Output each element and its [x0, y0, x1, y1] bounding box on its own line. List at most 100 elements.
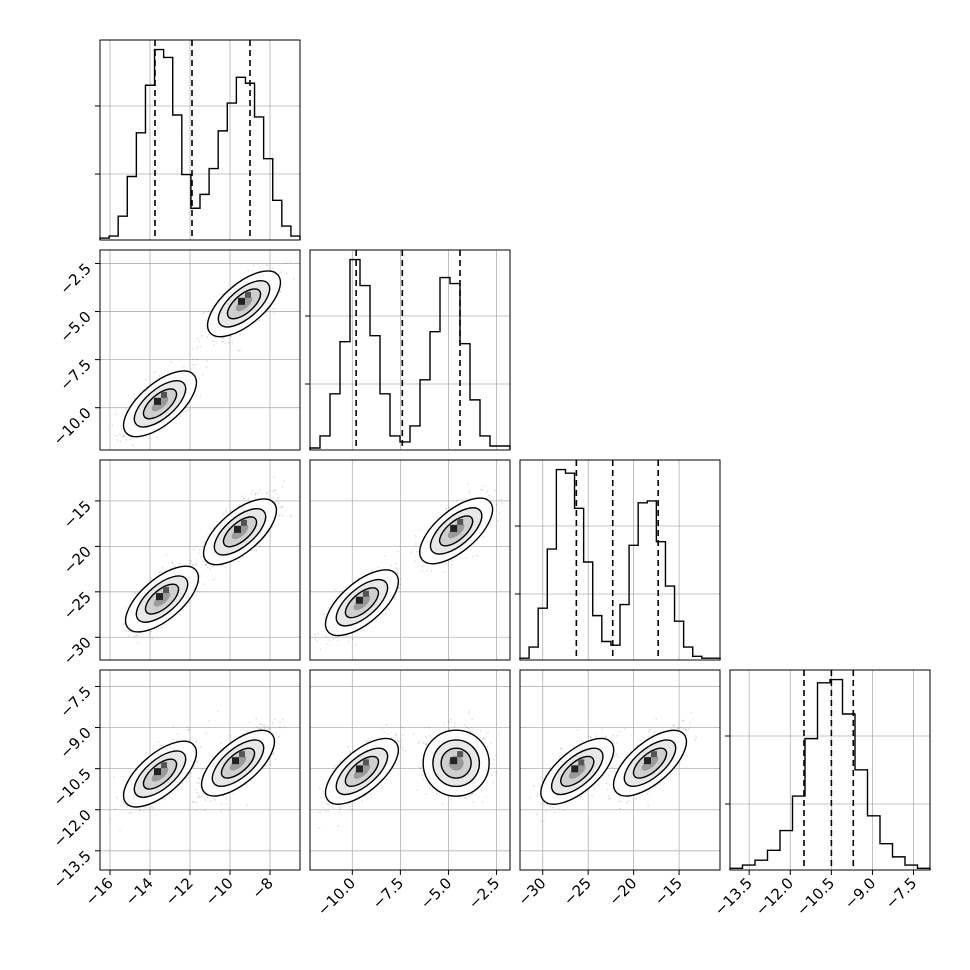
sample-point [149, 634, 151, 636]
sample-point [230, 335, 232, 338]
sample-point [355, 644, 357, 646]
sample-point [171, 562, 174, 564]
sample-point [293, 277, 295, 280]
sample-point [232, 283, 235, 285]
sample-point [160, 627, 163, 629]
sample-point [499, 498, 502, 501]
sample-point [120, 429, 123, 431]
sample-point [273, 303, 276, 306]
axes-frame [519, 459, 721, 661]
sample-point [155, 436, 158, 439]
sample-point [199, 345, 202, 348]
sample-point [153, 371, 156, 374]
sample-point [486, 490, 489, 493]
sample-point [266, 311, 269, 314]
sample-point [252, 264, 255, 267]
density-cell [362, 590, 369, 597]
sample-point [258, 319, 260, 322]
sample-point [344, 586, 347, 589]
sample-point [190, 560, 192, 562]
scatter-panel-1-2 [309, 459, 511, 661]
sample-point [182, 609, 184, 612]
axes-frame [309, 249, 511, 451]
sample-point [119, 440, 122, 443]
sample-point [207, 533, 210, 536]
hist-panel-1 [305, 249, 511, 451]
sample-point [253, 496, 256, 499]
sample-point [192, 563, 195, 566]
density-cell [241, 519, 247, 526]
histogram-step [309, 258, 511, 450]
sample-point [222, 513, 225, 516]
sample-point [266, 491, 269, 494]
sample-point [136, 633, 139, 636]
sample-point [394, 596, 396, 599]
sample-point [172, 617, 175, 619]
panel-content [310, 460, 510, 660]
density-peak [238, 297, 245, 305]
sample-point [273, 489, 276, 492]
sample-point [501, 501, 504, 504]
sample-point [272, 307, 275, 310]
sample-point [324, 635, 327, 637]
sample-point [347, 640, 350, 643]
sample-point [317, 633, 319, 635]
sample-point [203, 540, 206, 543]
sample-point [192, 568, 195, 570]
sample-point [161, 566, 164, 569]
sample-point [281, 485, 284, 488]
sample-point [206, 563, 208, 565]
sample-point [115, 413, 117, 416]
sample-point [124, 607, 127, 609]
sample-point [237, 560, 240, 563]
sample-point [188, 559, 190, 562]
sample-point [194, 562, 197, 564]
sample-point [121, 435, 124, 438]
sample-point [170, 361, 172, 364]
sample-point [198, 581, 201, 584]
histogram-step [99, 48, 301, 240]
sample-point [497, 519, 499, 522]
sample-point [201, 374, 204, 376]
sample-point [277, 513, 280, 516]
sample-point [181, 365, 184, 368]
sample-point [328, 639, 331, 642]
sample-point [386, 607, 389, 610]
sample-point [237, 349, 240, 352]
sample-point [278, 515, 280, 517]
sample-point [179, 613, 182, 616]
sample-point [467, 482, 469, 485]
sample-point [206, 360, 209, 362]
sample-point [224, 341, 227, 344]
sample-point [131, 436, 134, 439]
sample-point [254, 493, 257, 496]
sample-point [133, 635, 136, 638]
sample-point [271, 490, 274, 492]
sample-point [399, 583, 402, 586]
sample-point [257, 492, 259, 494]
sample-point [194, 363, 197, 366]
sample-point [129, 438, 132, 441]
sample-point [250, 492, 253, 494]
sample-point [115, 435, 118, 437]
sample-point [281, 506, 284, 508]
sample-point [281, 505, 284, 508]
sample-point [206, 336, 209, 338]
sample-point [111, 423, 114, 426]
sample-point [272, 496, 275, 499]
sample-point [132, 444, 134, 447]
sample-point [125, 629, 128, 632]
sample-point [265, 492, 268, 495]
panel-content [100, 250, 300, 450]
hist-bg [730, 670, 930, 870]
sample-point [443, 570, 446, 573]
sample-point [390, 564, 393, 567]
sample-point [274, 489, 276, 492]
sample-point [229, 510, 232, 512]
sample-point [252, 489, 255, 492]
axes-frame [99, 249, 301, 451]
sample-point [213, 526, 215, 529]
sample-point [204, 563, 207, 566]
density-cell [163, 587, 169, 594]
sample-point [192, 348, 195, 350]
